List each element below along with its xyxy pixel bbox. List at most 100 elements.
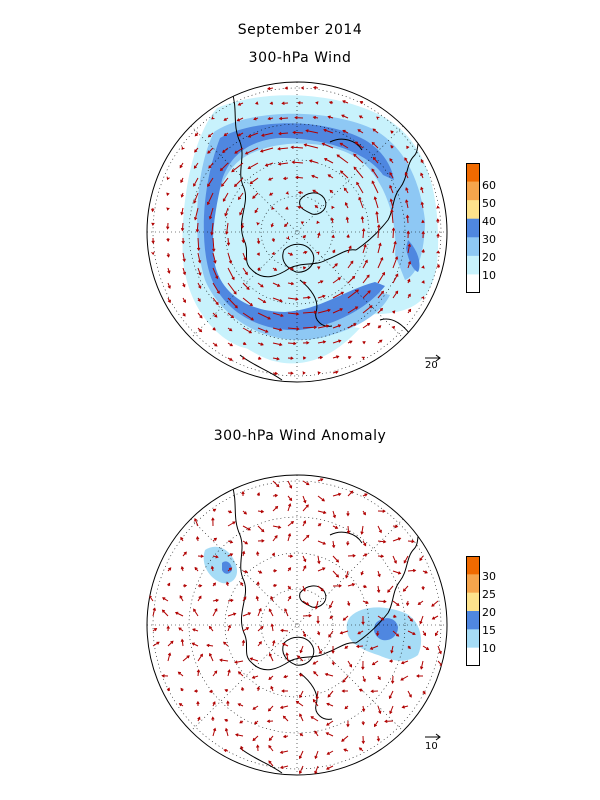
wind-vector: [227, 282, 237, 295]
wind-vector-head: [317, 560, 321, 565]
wind-vector: [299, 765, 304, 774]
wind-vector: [257, 282, 264, 288]
wind-vector-head: [279, 765, 284, 770]
wind-vector-head: [421, 230, 425, 235]
bottom-panel-title: 300-hPa Wind Anomaly: [213, 428, 387, 444]
wind-vector-head: [272, 639, 276, 644]
wind-vector-head: [199, 315, 203, 319]
wind-anomaly-map-polar: [146, 474, 448, 776]
wind-vector-head: [331, 544, 336, 549]
wind-vector-head: [276, 357, 280, 361]
wind-vector: [344, 188, 349, 194]
wind-vector: [325, 673, 334, 677]
wind-vector-head: [353, 166, 357, 170]
wind-vector-head: [241, 490, 245, 495]
wind-vector: [392, 555, 397, 564]
wind-vector: [279, 117, 289, 120]
wind-vector-head: [322, 294, 326, 299]
wind-vector-head: [371, 662, 376, 666]
wind-vector-head: [258, 607, 262, 612]
wind-vector: [317, 567, 325, 572]
wind-vector: [361, 216, 364, 224]
wind-vector-head: [342, 679, 346, 683]
wind-vector-head: [373, 196, 377, 200]
wind-vector-head: [212, 727, 217, 732]
wind-vector-head: [221, 183, 225, 187]
wind-vector-head: [214, 608, 218, 612]
wind-vector: [296, 176, 304, 179]
wind-vector-head: [295, 297, 299, 301]
wind-vector: [286, 653, 289, 662]
wind-vector-head: [362, 341, 366, 345]
wind-vector-head: [161, 609, 166, 613]
wind-vector-head: [182, 258, 186, 263]
wind-vector-head: [270, 685, 274, 690]
wind-vector: [422, 645, 429, 650]
wind-vector-head: [253, 117, 257, 121]
wind-vector: [272, 535, 278, 542]
wind-vector-head: [325, 732, 329, 736]
wind-vector: [370, 645, 379, 650]
wind-vector: [181, 639, 184, 647]
wind-vector: [242, 612, 251, 617]
wind-vector-head: [196, 247, 201, 252]
wind-vector-head: [436, 263, 440, 268]
wind-vector: [347, 246, 352, 254]
wind-vector-head: [270, 595, 274, 600]
wind-vector: [280, 750, 289, 754]
wind-vector: [162, 597, 169, 602]
wind-vector: [401, 660, 409, 664]
wind-vector: [278, 147, 289, 150]
wind-vector: [272, 480, 280, 487]
wind-vector-head: [193, 608, 197, 612]
wind-vector-head: [199, 653, 203, 657]
wind-vector: [227, 625, 231, 632]
wind-vector: [287, 521, 294, 527]
wind-vector: [392, 241, 396, 254]
wind-vector-head: [394, 256, 399, 260]
wind-vector: [313, 699, 319, 707]
wind-vector-head: [274, 535, 278, 539]
wind-vector-head: [239, 720, 243, 724]
wind-vector-head: [180, 638, 185, 643]
reference-vector-label: 10: [425, 741, 438, 752]
wind-vector: [212, 608, 218, 617]
wind-vector: [342, 675, 349, 683]
wind-vector-head: [178, 627, 182, 631]
wind-vector: [227, 252, 232, 264]
colorbar-swatch: [466, 274, 480, 293]
wind-vector-head: [303, 281, 307, 285]
wind-vector: [332, 291, 344, 299]
wind-vector: [377, 272, 385, 284]
wind-vector-head: [407, 243, 411, 247]
wind-vector: [207, 147, 214, 154]
wind-vector: [377, 291, 384, 299]
wind-vector-head: [196, 700, 200, 705]
colorbar-swatch: [466, 647, 480, 666]
wind-vector-head: [320, 478, 324, 482]
wind-vector: [220, 162, 229, 171]
wind-vector-head: [412, 631, 416, 636]
wind-vector: [182, 267, 186, 275]
wind-vector-head: [197, 260, 202, 264]
wind-vector-head: [360, 572, 364, 576]
wind-vector-head: [321, 498, 326, 502]
wind-vector-head: [303, 565, 307, 569]
wind-vector-head: [182, 313, 186, 317]
wind-vector-head: [224, 213, 228, 217]
wind-vector-head: [314, 730, 318, 734]
wind-vector-head: [222, 149, 226, 153]
wind-vector-head: [281, 101, 285, 105]
wind-vector-head: [323, 510, 327, 515]
wind-vector-head: [380, 290, 385, 294]
colorbar-swatch: [466, 629, 480, 649]
wind-vector-head: [405, 187, 409, 191]
wind-vector-head: [192, 628, 196, 632]
wind-vector-head: [346, 530, 351, 535]
wind-vector-head: [315, 101, 319, 105]
wind-vector: [437, 660, 443, 667]
colorbar-swatch: [466, 556, 480, 575]
wind-vector: [377, 308, 383, 314]
wind-vector-head: [351, 275, 356, 280]
wind-vector-head: [167, 285, 171, 289]
